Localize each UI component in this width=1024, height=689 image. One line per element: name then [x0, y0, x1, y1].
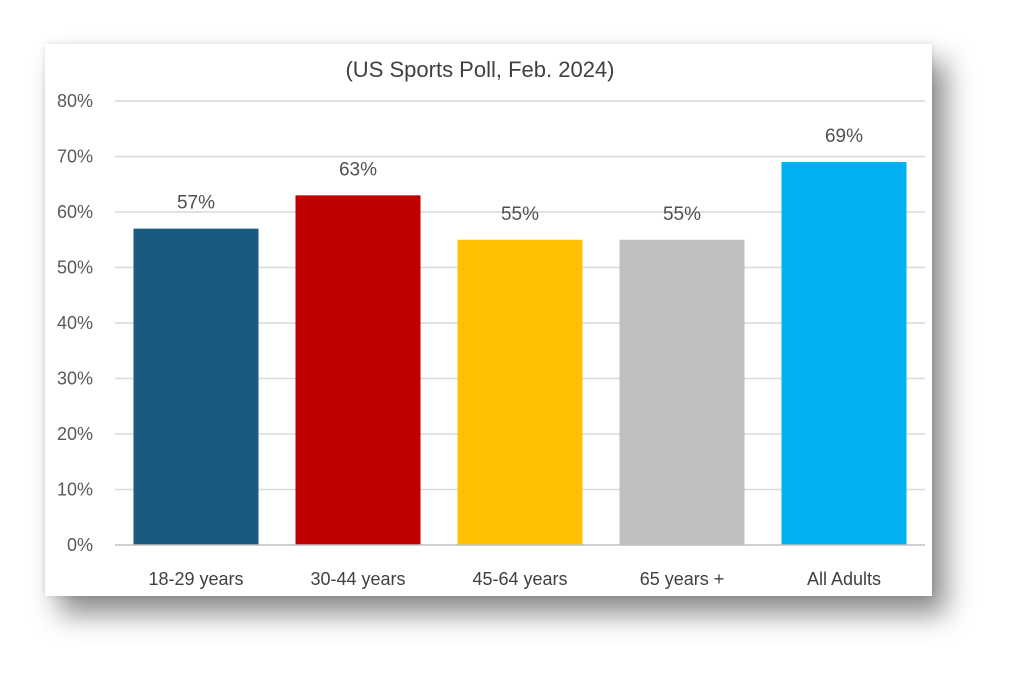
x-category-label: 65 years +: [640, 569, 725, 589]
y-tick-label: 20%: [57, 424, 93, 444]
x-category-label: 45-64 years: [472, 569, 567, 589]
x-category-label: 18-29 years: [148, 569, 243, 589]
y-tick-label: 70%: [57, 147, 93, 167]
bar-18-29-years: [133, 228, 259, 545]
y-tick-label: 50%: [57, 258, 93, 278]
bar-30-44-years: [295, 195, 421, 545]
chart-title: (US Sports Poll, Feb. 2024): [345, 57, 614, 82]
bar-chart: (US Sports Poll, Feb. 2024) 0% 10% 20% 30% 4…: [57, 57, 925, 589]
y-tick-label: 80%: [57, 91, 93, 111]
bar-value-label: 55%: [501, 204, 539, 225]
y-tick-label: 60%: [57, 202, 93, 222]
x-category-label: 30-44 years: [310, 569, 405, 589]
bar-45-64-years: [457, 239, 583, 545]
x-category-label: All Adults: [807, 569, 881, 589]
bar-value-label: 55%: [663, 204, 701, 225]
bar-65-years: [619, 239, 745, 545]
y-tick-label: 40%: [57, 313, 93, 333]
chart-card: (US Sports Poll, Feb. 2024) 0% 10% 20% 30% 4…: [45, 44, 932, 596]
y-axis-tick-labels: 0% 10% 20% 30% 40% 50% 60% 70% 80%: [57, 91, 93, 555]
data-labels: 57% 63% 55% 55% 69%: [177, 126, 863, 225]
bars: [133, 162, 907, 546]
y-tick-label: 10%: [57, 480, 93, 500]
y-tick-label: 30%: [57, 369, 93, 389]
bar-value-label: 57%: [177, 193, 215, 214]
bar-value-label: 63%: [339, 159, 377, 180]
bar-value-label: 69%: [825, 126, 863, 147]
bar-all-adults: [781, 162, 907, 546]
y-tick-label: 0%: [67, 535, 93, 555]
x-axis-category-labels: 18-29 years 30-44 years 45-64 years 65 year…: [148, 569, 881, 589]
